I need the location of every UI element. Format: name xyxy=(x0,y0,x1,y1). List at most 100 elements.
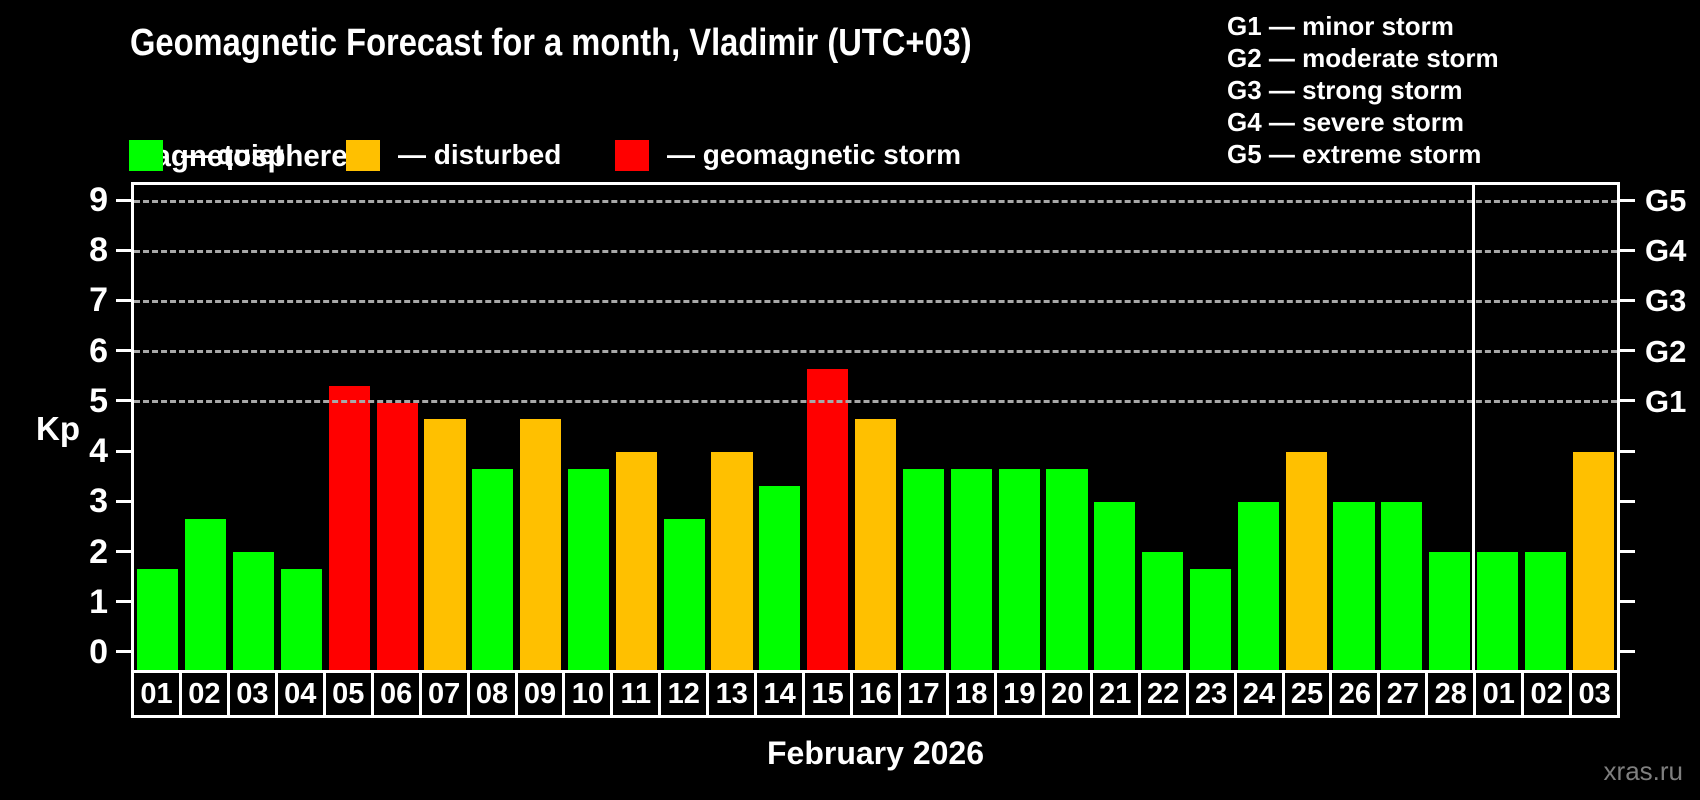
bar-slot xyxy=(947,185,995,670)
y-tick-label-6: 6 xyxy=(89,331,108,370)
bar-slot xyxy=(995,185,1043,670)
right-tick-3 xyxy=(1620,499,1635,503)
kp-bar-18 xyxy=(950,468,992,670)
day-label-21: 21 xyxy=(1089,670,1141,718)
plot-area xyxy=(131,182,1620,670)
day-label-03: 03 xyxy=(226,670,278,718)
left-tick-2 xyxy=(116,550,131,553)
day-label-03: 03 xyxy=(1569,670,1621,718)
right-tick-8 xyxy=(1620,248,1635,252)
left-tick-8 xyxy=(116,248,131,252)
gridline-8 xyxy=(134,249,1617,253)
kp-bar-25 xyxy=(1285,452,1327,670)
g-axis-label-G4: G4 xyxy=(1645,233,1687,269)
disturbed-swatch xyxy=(346,139,380,171)
left-tick-7 xyxy=(116,298,131,302)
bar-slot xyxy=(182,185,230,670)
left-tick-9 xyxy=(116,198,131,202)
bar-slot xyxy=(1521,185,1569,670)
legend-item-storm: — geomagnetic storm xyxy=(615,139,961,171)
kp-bar-16 xyxy=(855,419,897,670)
day-label-05: 05 xyxy=(322,670,374,718)
x-axis-title: February 2026 xyxy=(766,735,984,771)
day-label-19: 19 xyxy=(993,670,1045,718)
kp-bar-11 xyxy=(615,452,657,670)
day-label-11: 11 xyxy=(610,670,662,718)
bar-slot xyxy=(852,185,900,670)
kp-bar-22 xyxy=(1142,552,1184,670)
y-tick-label-7: 7 xyxy=(89,281,108,320)
g-axis-label-G3: G3 xyxy=(1645,283,1687,319)
kp-bar-06 xyxy=(376,402,418,670)
bar-slot xyxy=(517,185,565,670)
bar-slot xyxy=(1187,185,1235,670)
bar-slot xyxy=(325,185,373,670)
bar-slot xyxy=(756,185,804,670)
gridline-9 xyxy=(134,199,1617,203)
day-label-26: 26 xyxy=(1329,670,1381,718)
left-tick-5 xyxy=(116,399,131,403)
y-tick-label-3: 3 xyxy=(89,482,108,521)
kp-bar-15 xyxy=(807,369,849,670)
bar-slot xyxy=(1569,185,1617,670)
kp-bar-07 xyxy=(424,419,466,670)
g-scale-legend: G1 — minor storm G2 — moderate storm G3 — … xyxy=(1227,10,1499,170)
day-label-25: 25 xyxy=(1281,670,1333,718)
day-label-17: 17 xyxy=(898,670,949,718)
kp-bar-08 xyxy=(472,468,514,670)
bar-slot xyxy=(1091,185,1139,670)
day-label-07: 07 xyxy=(418,670,470,718)
y-tick-label-8: 8 xyxy=(89,231,108,270)
kp-bar-23 xyxy=(1189,568,1232,670)
bar-slot xyxy=(469,185,517,670)
day-label-02: 02 xyxy=(1521,670,1573,718)
kp-bar-10 xyxy=(567,468,610,670)
kp-bar-12 xyxy=(663,518,705,670)
y-tick-label-9: 9 xyxy=(89,181,108,220)
day-label-02: 02 xyxy=(178,670,230,718)
day-label-20: 20 xyxy=(1041,670,1093,718)
kp-bar-26 xyxy=(1333,502,1375,670)
bar-slot xyxy=(900,185,948,670)
bar-slot xyxy=(1139,185,1187,670)
disturbed-label: — disturbed xyxy=(398,139,562,170)
y-tick-label-1: 1 xyxy=(89,582,108,621)
right-tick-5 xyxy=(1620,399,1635,403)
magnetosphere-label: Magnetosphere xyxy=(130,138,348,173)
chart-title: Geomagnetic Forecast for a month, Vladim… xyxy=(130,22,972,64)
month-separator-line xyxy=(1472,185,1476,670)
bar-slot xyxy=(1330,185,1378,670)
storm-label: — geomagnetic storm xyxy=(667,139,962,170)
right-tick-7 xyxy=(1620,298,1635,302)
day-label-18: 18 xyxy=(945,670,997,718)
bar-slot xyxy=(1426,185,1474,670)
gridline-6 xyxy=(134,349,1617,353)
day-label-16: 16 xyxy=(850,670,901,718)
bar-slot xyxy=(565,185,613,670)
kp-bar-02 xyxy=(1524,552,1566,670)
bar-slot xyxy=(1378,185,1426,670)
bar-slot xyxy=(134,185,182,670)
g-scale-line: G5 — extreme storm xyxy=(1227,139,1482,169)
right-tick-0 xyxy=(1620,650,1635,654)
right-tick-6 xyxy=(1620,349,1635,353)
kp-bar-03 xyxy=(233,552,275,670)
day-label-01: 01 xyxy=(131,670,182,718)
kp-bar-04 xyxy=(280,568,323,670)
g-axis-label-G1: G1 xyxy=(1645,383,1687,419)
g-axis-label-G5: G5 xyxy=(1645,183,1687,219)
kp-bar-24 xyxy=(1237,502,1279,670)
bar-slot xyxy=(804,185,852,670)
day-label-06: 06 xyxy=(370,670,422,718)
y-tick-label-0: 0 xyxy=(89,632,108,671)
kp-bar-17 xyxy=(902,468,944,670)
left-tick-1 xyxy=(116,600,131,604)
watermark: xras.ru xyxy=(1603,756,1683,786)
y-tick-label-5: 5 xyxy=(89,381,108,420)
bar-slot xyxy=(278,185,326,670)
bar-slot xyxy=(708,185,756,670)
kp-bar-02 xyxy=(185,518,227,670)
quiet-label: — quiet xyxy=(181,139,284,170)
bar-slot xyxy=(230,185,278,670)
storm-swatch xyxy=(615,139,649,171)
